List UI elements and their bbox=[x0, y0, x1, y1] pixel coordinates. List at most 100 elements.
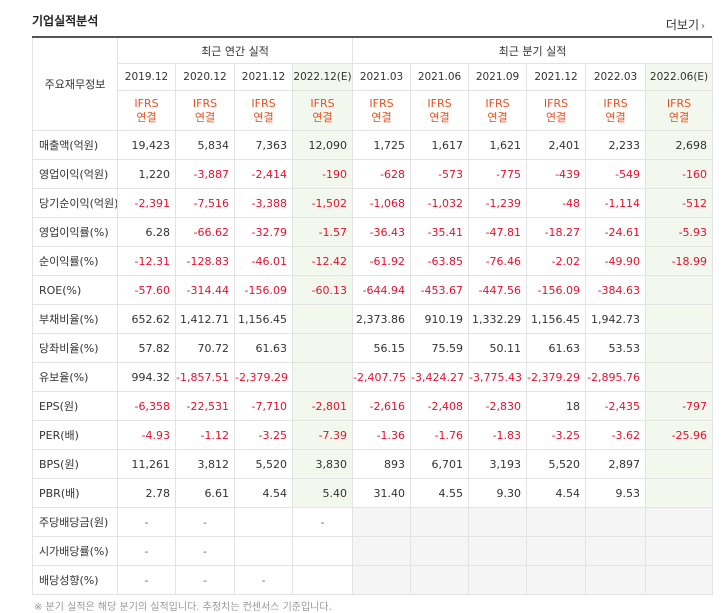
table-row: ROE(%) -57.60 -314.44 -156.09 -60.13 -644.94-… bbox=[32, 275, 714, 305]
value-cell: 3,193 bbox=[468, 449, 528, 479]
value-cell: -7.39 bbox=[291, 420, 354, 450]
table-top-border bbox=[32, 36, 712, 38]
value-cell: 19,423 bbox=[117, 130, 176, 160]
value-cell: -1.57 bbox=[291, 217, 354, 247]
annual-period-header: 2022.12(E) bbox=[291, 63, 354, 91]
value-cell: 1,156.45 bbox=[234, 304, 293, 334]
value-cell: -25.96 bbox=[645, 420, 714, 450]
financial-table: 주요재무정보 최근 연간 실적 최근 분기 실적 2019.12 2020.12 2021… bbox=[32, 38, 714, 595]
value-cell bbox=[645, 333, 714, 363]
value-cell: 53.53 bbox=[585, 333, 647, 363]
ifrs-badge: IFRS 연결 bbox=[175, 90, 235, 131]
value-cell: -2,391 bbox=[117, 188, 176, 218]
quarterly-period-header: 2022.06(E) bbox=[645, 63, 714, 91]
value-cell: -156.09 bbox=[526, 275, 587, 305]
value-cell: -549 bbox=[585, 159, 647, 189]
value-cell: -628 bbox=[352, 159, 412, 189]
value-cell: -2,435 bbox=[585, 391, 647, 421]
value-cell: -3,388 bbox=[234, 188, 293, 218]
value-cell: - bbox=[175, 507, 235, 537]
value-cell bbox=[291, 362, 354, 392]
value-cell: -1,114 bbox=[585, 188, 647, 218]
value-cell: 1,621 bbox=[468, 130, 528, 160]
value-cell: 6.61 bbox=[175, 478, 235, 508]
value-cell: -3,775.43 bbox=[468, 362, 528, 392]
value-cell: 3,812 bbox=[175, 449, 235, 479]
value-cell bbox=[468, 507, 528, 537]
value-cell: -35.41 bbox=[410, 217, 470, 247]
value-cell: - bbox=[117, 536, 176, 566]
value-cell bbox=[291, 565, 354, 595]
value-cell: 9.30 bbox=[468, 478, 528, 508]
quarterly-period-header: 2022.03 bbox=[585, 63, 647, 91]
ifrs-label: IFRS bbox=[192, 96, 218, 110]
row-label: 영업이익률(%) bbox=[32, 217, 118, 247]
value-cell: 2,698 bbox=[645, 130, 714, 160]
value-cell: 1,156.45 bbox=[526, 304, 587, 334]
table-row: 유보율(%) 994.32 -1,857.51 -2,379.29 -2,407.75-… bbox=[32, 362, 714, 392]
value-cell: 61.63 bbox=[234, 333, 293, 363]
value-cell: 9.53 bbox=[585, 478, 647, 508]
value-cell: 12,090 bbox=[291, 130, 354, 160]
value-cell: -1,239 bbox=[468, 188, 528, 218]
row-label: BPS(원) bbox=[32, 449, 118, 479]
table-row: 부채비율(%) 652.62 1,412.71 1,156.45 2,373.86 910… bbox=[32, 304, 714, 334]
more-link[interactable]: 더보기 › bbox=[666, 16, 705, 33]
value-cell bbox=[526, 507, 587, 537]
table-row: 주당배당금(원) - - - bbox=[32, 507, 714, 537]
table-row: 배당성향(%) - - - bbox=[32, 565, 714, 595]
value-cell: -76.46 bbox=[468, 246, 528, 276]
value-cell bbox=[585, 507, 647, 537]
value-cell: -18.99 bbox=[645, 246, 714, 276]
value-cell: -190 bbox=[291, 159, 354, 189]
annual-group-label: 최근 연간 실적 bbox=[116, 38, 354, 64]
value-cell bbox=[291, 333, 354, 363]
ifrs-label: IFRS bbox=[543, 96, 569, 110]
consolidated-label: 연결 bbox=[605, 110, 626, 124]
ifrs-badge: IFRS 연결 bbox=[526, 90, 587, 131]
value-cell: 61.63 bbox=[526, 333, 587, 363]
value-cell: 1,332.29 bbox=[468, 304, 528, 334]
value-cell bbox=[352, 507, 412, 537]
ifrs-label: IFRS bbox=[369, 96, 394, 110]
row-label: 시가배당률(%) bbox=[32, 536, 118, 566]
value-cell: -2,408 bbox=[410, 391, 470, 421]
value-cell: - bbox=[117, 565, 176, 595]
value-cell: -2,379.29 bbox=[526, 362, 587, 392]
value-cell: - bbox=[117, 507, 176, 537]
value-cell: 652.62 bbox=[117, 304, 176, 334]
value-cell: -160 bbox=[645, 159, 714, 189]
value-cell: -2.02 bbox=[526, 246, 587, 276]
value-cell bbox=[645, 507, 714, 537]
value-cell: -644.94 bbox=[352, 275, 412, 305]
consolidated-label: 연결 bbox=[429, 110, 450, 124]
value-cell: 70.72 bbox=[175, 333, 235, 363]
value-cell: 6,701 bbox=[410, 449, 470, 479]
ifrs-label: IFRS bbox=[134, 96, 159, 110]
value-cell: -1.76 bbox=[410, 420, 470, 450]
value-cell: 2,373.86 bbox=[352, 304, 412, 334]
ifrs-label: IFRS bbox=[666, 96, 692, 110]
value-cell: -439 bbox=[526, 159, 587, 189]
value-cell bbox=[291, 536, 354, 566]
value-cell: 893 bbox=[352, 449, 412, 479]
value-cell: -61.92 bbox=[352, 246, 412, 276]
value-cell bbox=[645, 565, 714, 595]
ifrs-label: IFRS bbox=[251, 96, 276, 110]
value-cell: 57.82 bbox=[117, 333, 176, 363]
value-cell: 2,233 bbox=[585, 130, 647, 160]
value-cell: -18.27 bbox=[526, 217, 587, 247]
header-row-periods: 2019.12 2020.12 2021.12 2022.12(E) 2021.03 20… bbox=[33, 63, 714, 91]
value-cell: -1.36 bbox=[352, 420, 412, 450]
value-cell: - bbox=[234, 565, 293, 595]
value-cell: 50.11 bbox=[468, 333, 528, 363]
value-cell: -1,068 bbox=[352, 188, 412, 218]
value-cell: -3,424.27 bbox=[410, 362, 470, 392]
row-label: 부채비율(%) bbox=[32, 304, 118, 334]
value-cell: -47.81 bbox=[468, 217, 528, 247]
row-label: 유보율(%) bbox=[32, 362, 118, 392]
table-row: PBR(배) 2.78 6.61 4.54 5.40 31.40 4.55 9.30 4.54 9… bbox=[32, 478, 714, 508]
value-cell: 2.78 bbox=[117, 478, 176, 508]
ifrs-label: IFRS bbox=[427, 96, 452, 110]
value-cell: 2,401 bbox=[526, 130, 587, 160]
